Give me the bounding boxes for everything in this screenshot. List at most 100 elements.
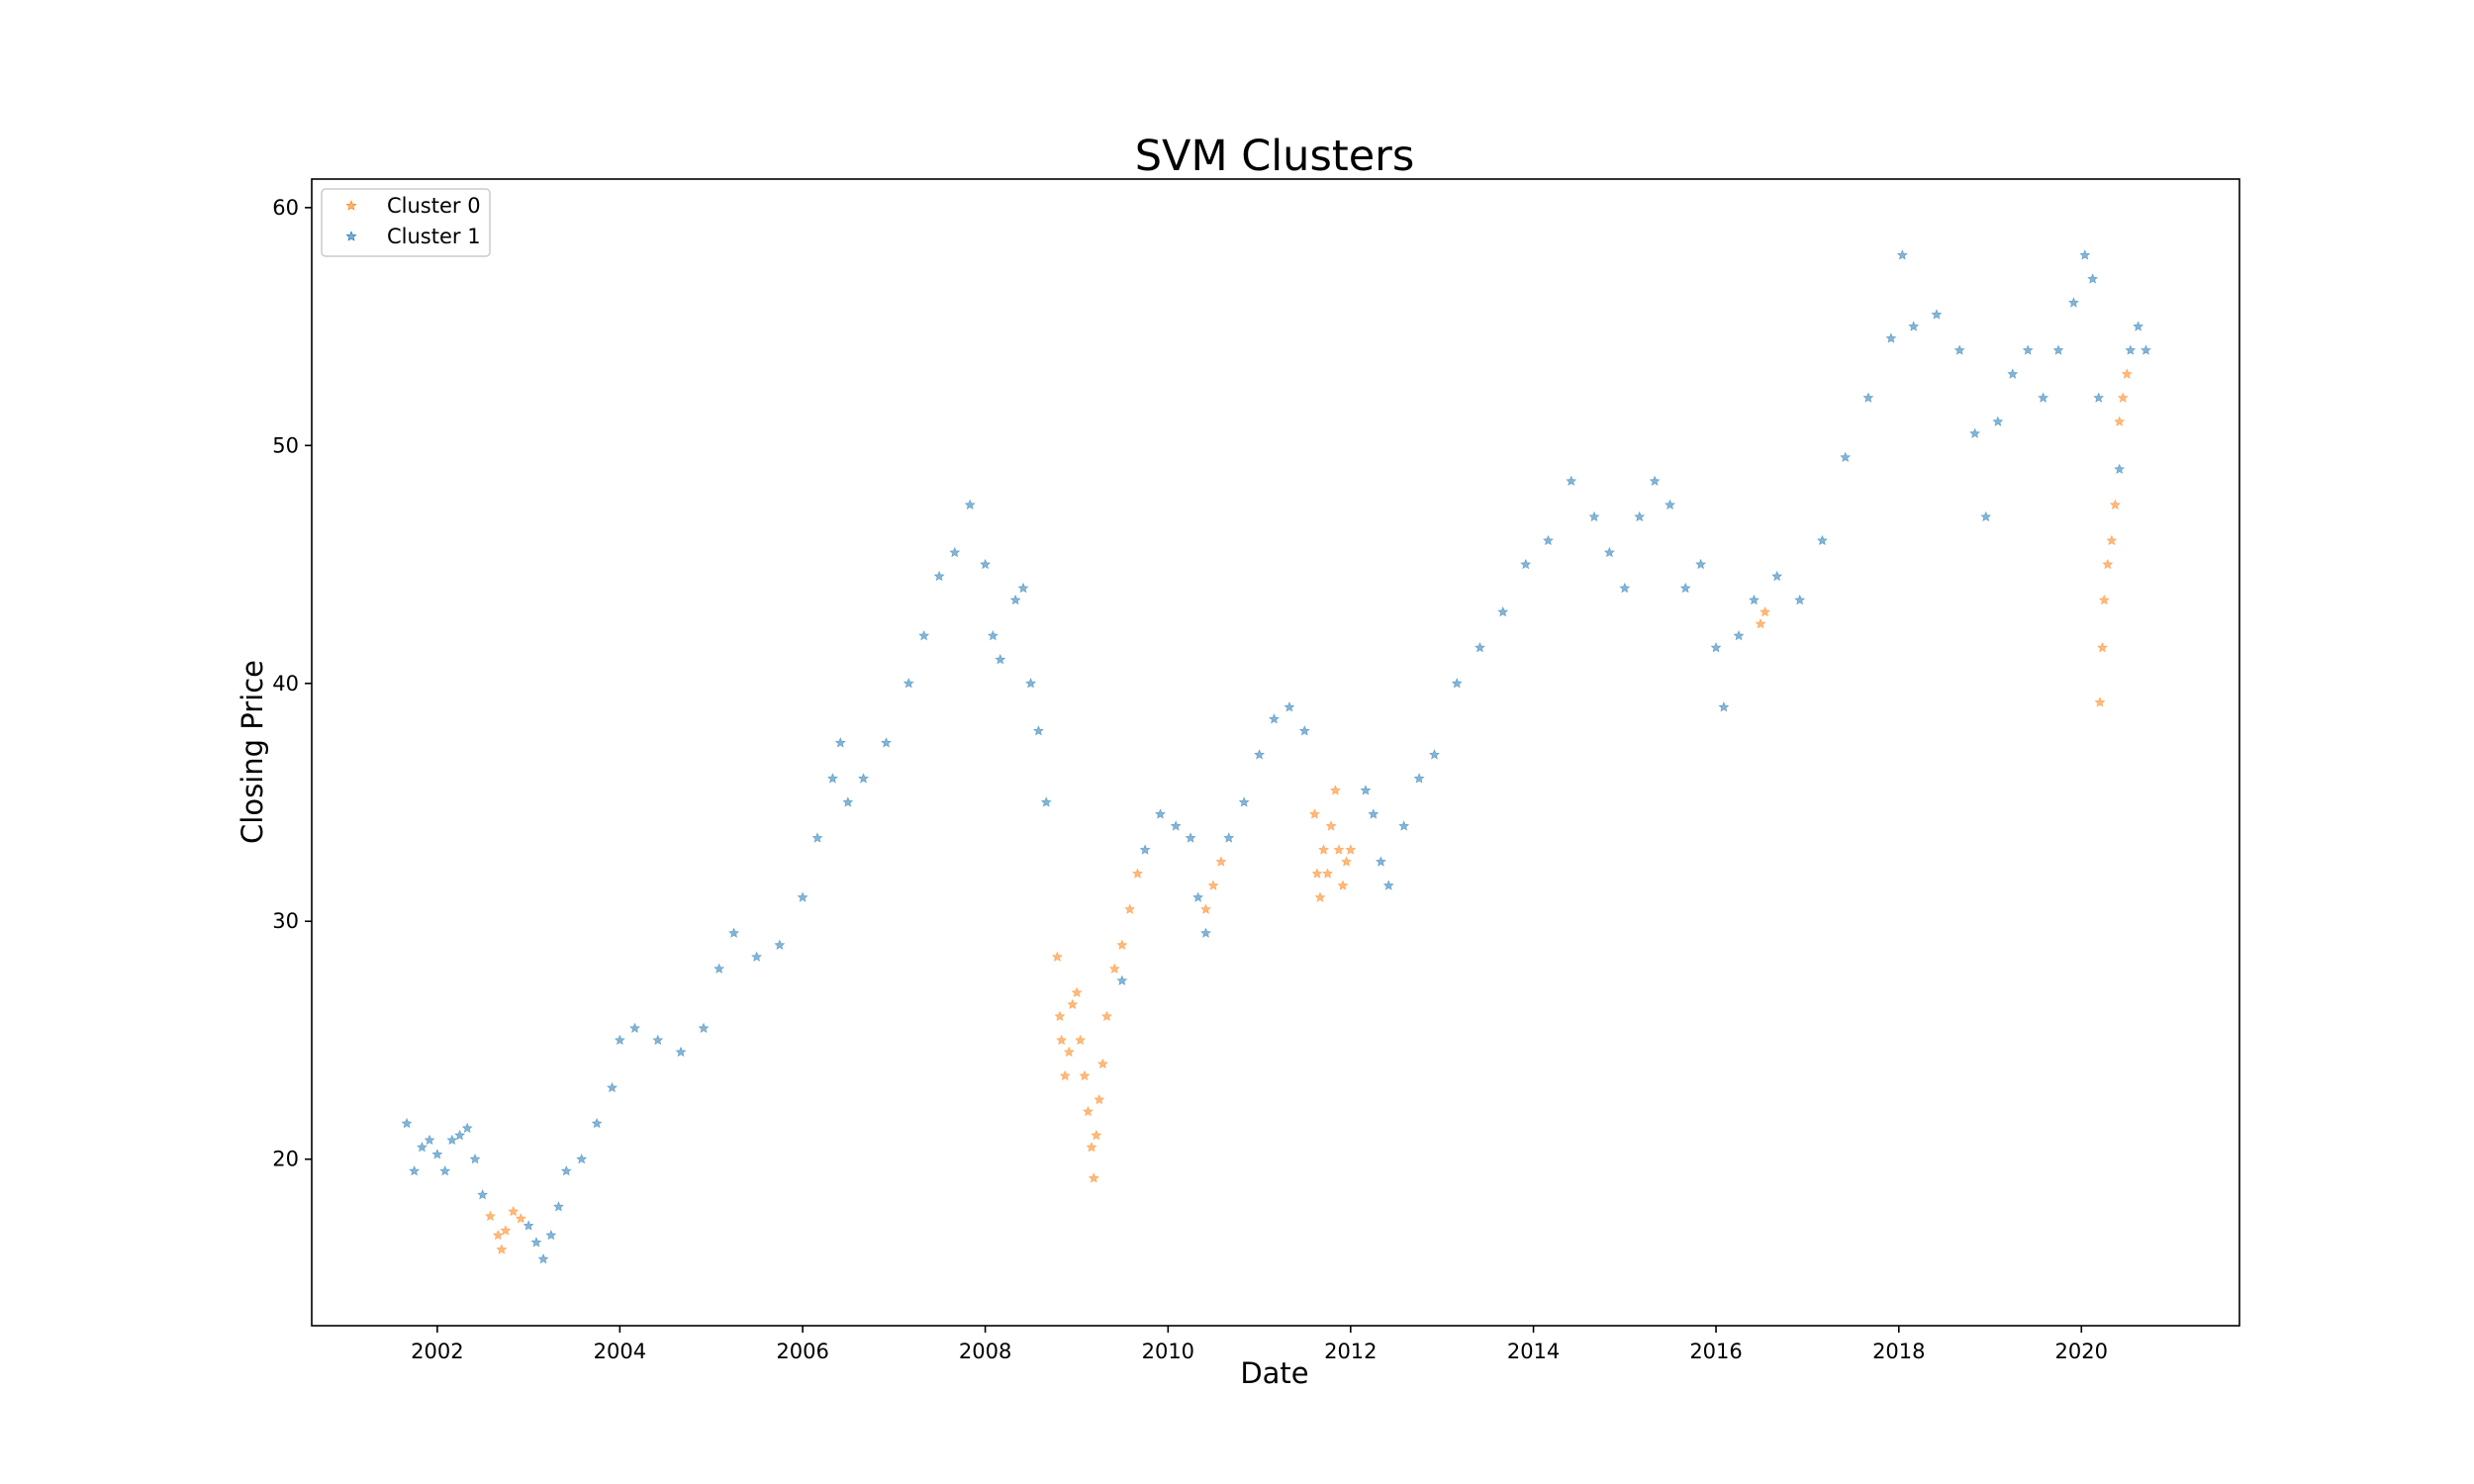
cluster-1-point bbox=[1748, 594, 1760, 605]
cluster-1-point bbox=[409, 1164, 421, 1176]
y-tick-label: 30 bbox=[272, 909, 299, 933]
cluster-0-point bbox=[1333, 844, 1345, 855]
cluster-0-point bbox=[2109, 499, 2121, 510]
cluster-1-point bbox=[446, 1134, 458, 1146]
legend-label: Cluster 1 bbox=[387, 225, 481, 248]
cluster-0-point bbox=[500, 1225, 512, 1236]
cluster-0-point bbox=[492, 1229, 504, 1241]
cluster-0-point bbox=[508, 1205, 520, 1217]
cluster-1-point bbox=[2038, 392, 2049, 403]
cluster-0-point bbox=[1215, 856, 1227, 867]
cluster-1-point bbox=[607, 1081, 618, 1093]
cluster-0-point bbox=[2106, 534, 2118, 546]
cluster-1-point bbox=[1862, 392, 1874, 403]
cluster-1-point bbox=[1603, 546, 1615, 558]
cluster-1-point bbox=[1969, 427, 1981, 438]
cluster-1-point bbox=[1451, 677, 1463, 689]
x-tick-label: 2018 bbox=[1872, 1340, 1925, 1363]
x-axis-label: Date bbox=[1240, 1356, 1308, 1390]
cluster-0-point bbox=[1760, 605, 1771, 617]
cluster-1-point bbox=[903, 677, 914, 689]
cluster-1-point bbox=[881, 737, 893, 748]
x-tick-label: 2008 bbox=[959, 1340, 1011, 1363]
cluster-1-point bbox=[1474, 641, 1485, 653]
y-axis-label: Closing Price bbox=[236, 660, 269, 844]
cluster-1-point bbox=[1223, 832, 1235, 843]
cluster-1-point bbox=[416, 1141, 428, 1153]
cluster-1-point bbox=[1771, 570, 1783, 582]
cluster-1-point bbox=[1040, 796, 1052, 807]
cluster-0-point bbox=[1322, 868, 1334, 879]
legend-marker bbox=[345, 200, 357, 211]
cluster-1-point bbox=[439, 1164, 451, 1176]
cluster-0-point bbox=[2097, 641, 2109, 653]
cluster-1-point bbox=[545, 1229, 557, 1241]
cluster-0-point bbox=[1051, 951, 1063, 962]
cluster-0-point bbox=[1071, 986, 1083, 998]
cluster-1-point bbox=[652, 1034, 664, 1046]
cluster-1-point bbox=[2125, 344, 2137, 355]
cluster-1-point bbox=[461, 1122, 473, 1134]
cluster-1-point bbox=[1298, 725, 1310, 736]
cluster-1-point bbox=[1268, 713, 1280, 724]
plot-frame bbox=[311, 178, 2240, 1327]
x-axis: 2002 2004 2006 2008 2010 2012 2014 2016 2018 2020 bbox=[411, 1326, 2108, 1363]
cluster-0-point bbox=[1091, 1129, 1102, 1141]
cluster-1-point bbox=[1413, 773, 1425, 784]
cluster-1-point bbox=[774, 939, 786, 950]
legend-label: Cluster 0 bbox=[387, 194, 481, 218]
cluster-1-point bbox=[537, 1252, 549, 1264]
cluster-1-point bbox=[2087, 273, 2099, 284]
cluster-0-point bbox=[1308, 808, 1320, 819]
cluster-1-point bbox=[1695, 558, 1707, 570]
cluster-0-point bbox=[1096, 1058, 1108, 1069]
x-tick-label: 2004 bbox=[594, 1340, 646, 1363]
cluster-0-point bbox=[2098, 594, 2110, 605]
cluster-1-point bbox=[797, 891, 809, 902]
cluster-0-point bbox=[1341, 856, 1353, 867]
cluster-1-point bbox=[1980, 510, 1992, 522]
cluster-1-point bbox=[1154, 808, 1166, 819]
cluster-0-point bbox=[1755, 617, 1766, 629]
cluster-1-point bbox=[1992, 416, 2004, 426]
cluster-1-point bbox=[1428, 749, 1440, 760]
cluster-1-point bbox=[629, 1022, 641, 1034]
legend-box bbox=[321, 188, 491, 257]
cluster-1-point bbox=[842, 796, 854, 807]
cluster-1-point bbox=[1254, 749, 1266, 760]
cluster-1-point bbox=[2140, 344, 2151, 355]
x-tick-label: 2002 bbox=[411, 1340, 463, 1363]
cluster-1-point bbox=[560, 1164, 572, 1176]
cluster-1-point bbox=[1025, 677, 1037, 689]
cluster-0-point bbox=[2094, 696, 2106, 707]
cluster-1-point bbox=[1382, 880, 1394, 890]
cluster-1-point bbox=[1360, 785, 1372, 795]
cluster-1-point bbox=[2022, 344, 2034, 355]
cluster-1-point bbox=[1885, 332, 1897, 343]
y-tick-label: 60 bbox=[272, 196, 299, 220]
cluster-0-point bbox=[2114, 416, 2126, 426]
cluster-1-point bbox=[1840, 451, 1852, 463]
cluster-1-point bbox=[1733, 629, 1745, 641]
chart-title: SVM Clusters bbox=[1135, 132, 1415, 181]
cluster-1-point bbox=[2093, 392, 2105, 403]
cluster-1-point bbox=[1520, 558, 1532, 570]
cluster-0-point bbox=[1059, 1069, 1071, 1081]
cluster-1-point bbox=[552, 1200, 564, 1212]
cluster-1-point bbox=[1794, 594, 1806, 605]
cluster-1-point bbox=[1908, 321, 1920, 331]
cluster-0-point bbox=[1108, 963, 1120, 974]
cluster-0-point bbox=[1314, 891, 1326, 902]
cluster-0-point bbox=[1086, 1141, 1097, 1153]
cluster-0-point bbox=[1079, 1069, 1091, 1081]
x-tick-label: 2016 bbox=[1689, 1340, 1742, 1363]
cluster-1-point bbox=[591, 1117, 603, 1129]
y-axis: 20 30 40 50 60 bbox=[272, 196, 312, 1171]
cluster-0-point bbox=[496, 1244, 508, 1254]
cluster-1-point bbox=[1284, 701, 1295, 712]
cluster-1-point bbox=[1139, 844, 1151, 855]
cluster-1-point bbox=[964, 499, 976, 510]
cluster-1-point bbox=[1170, 820, 1182, 831]
cluster-0-point bbox=[1337, 880, 1349, 890]
cluster-0-point bbox=[1054, 1010, 1066, 1022]
